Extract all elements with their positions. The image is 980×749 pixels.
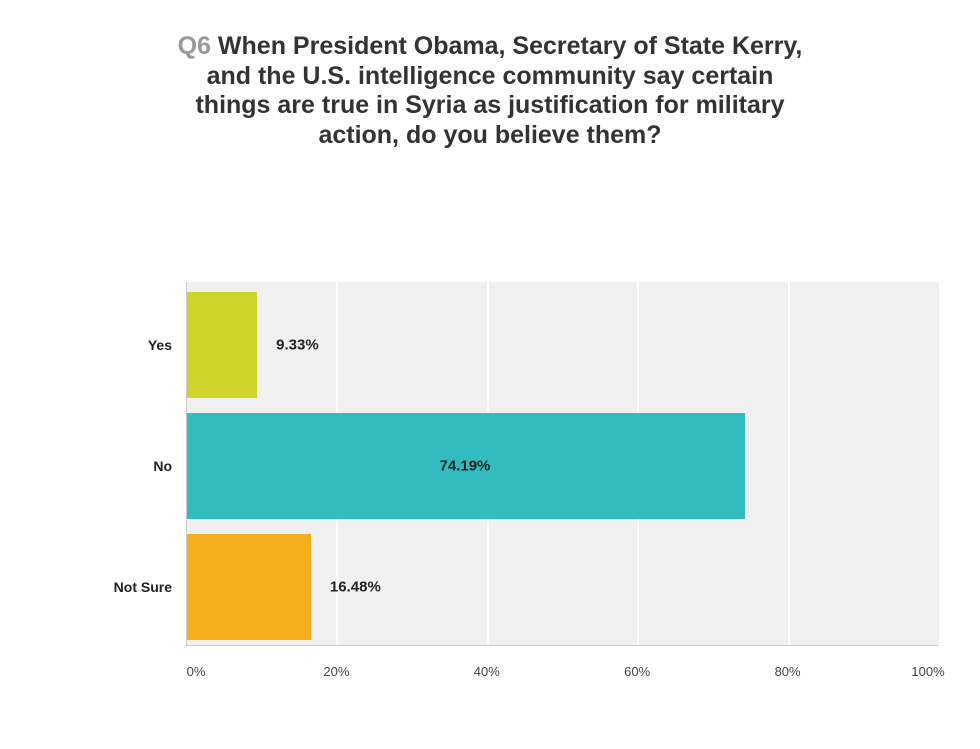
plot-area [186, 282, 939, 646]
x-tick-label: 60% [624, 664, 651, 679]
bar-no [187, 412, 745, 519]
data-label: 9.33% [276, 336, 319, 353]
bar-yes [187, 291, 258, 398]
x-tick-label: 20% [323, 664, 350, 679]
x-tick-label: 0% [186, 664, 206, 679]
data-label: 16.48% [329, 578, 381, 595]
x-tick-label: 40% [473, 664, 500, 679]
chart-title: Q6 When President Obama, Secretary of St… [170, 32, 810, 150]
question-text: When President Obama, Secretary of State… [195, 32, 803, 149]
x-tick-label: 80% [774, 664, 801, 679]
category-label: Yes [147, 336, 172, 353]
question-number: Q6 [177, 32, 211, 60]
category-label: No [153, 457, 172, 474]
category-label: Not Sure [113, 578, 172, 595]
bar-not-sure [187, 533, 311, 640]
gridline [787, 282, 790, 645]
data-label: 74.19% [439, 457, 491, 474]
x-tick-label: 100% [911, 664, 945, 679]
